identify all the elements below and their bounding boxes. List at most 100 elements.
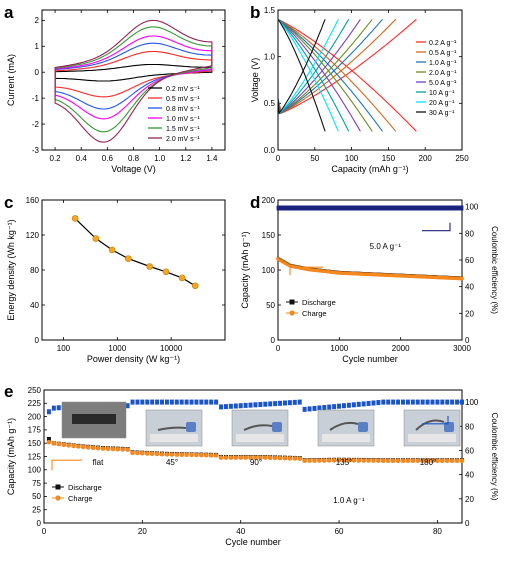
arrow-to-right-axis — [422, 415, 449, 425]
charge-point — [233, 455, 239, 460]
discharge-point — [46, 436, 51, 441]
y2-tick-label: 40 — [465, 283, 474, 292]
ce-point — [160, 399, 165, 405]
ce-point — [379, 205, 383, 211]
charge-point — [430, 458, 435, 464]
charge-point — [415, 458, 421, 464]
bend-photo-1 — [145, 409, 203, 447]
charge-point — [410, 458, 416, 464]
ce-point — [396, 205, 399, 211]
ce-point — [377, 205, 381, 211]
charge-point — [135, 450, 140, 456]
ce-point — [248, 402, 253, 408]
charge-point — [149, 451, 155, 456]
charge-curve-series-7 — [277, 19, 326, 115]
ce-point — [307, 406, 312, 412]
ce-point — [312, 405, 317, 411]
ce-point — [184, 399, 189, 405]
ce-point — [425, 205, 429, 211]
charge-point — [208, 453, 214, 458]
ce-point — [223, 404, 228, 410]
ce-point — [342, 205, 346, 211]
ce-point — [459, 205, 462, 211]
ce-point — [397, 205, 401, 211]
y2-tick-label: 80 — [465, 422, 474, 431]
ce-point — [174, 399, 179, 405]
legend-label: Discharge — [68, 483, 102, 492]
ce-point — [288, 205, 292, 211]
legend-label: 20 A g⁻¹ — [429, 100, 455, 107]
ragone-point — [92, 235, 100, 242]
cv-curve-series-5 — [54, 19, 213, 143]
ce-point — [371, 205, 375, 211]
x-tick-label: 1000 — [108, 344, 126, 353]
x-tick-label: 1.0 — [154, 154, 166, 163]
legend-label: 1.5 mV s⁻¹ — [166, 126, 200, 133]
x-tick-label: 40 — [236, 527, 245, 536]
discharge-curve-series-0 — [277, 18, 417, 132]
ce-point — [435, 399, 440, 405]
y-tick-label: -2 — [32, 120, 40, 129]
y-axis-label: Capacity (mAh g⁻¹) — [6, 418, 16, 495]
ce-point — [353, 205, 357, 211]
x-axis-label: Cycle number — [225, 537, 281, 547]
x-tick-label: 3000 — [453, 344, 471, 353]
ce-point — [385, 205, 389, 211]
ce-point — [403, 205, 407, 211]
ce-point — [179, 399, 184, 405]
y2-tick-label: 100 — [465, 398, 479, 407]
y-tick-label: 1.5 — [264, 6, 276, 15]
ce-point — [307, 205, 311, 211]
ce-point — [327, 205, 330, 211]
x-tick-label: 60 — [335, 527, 344, 536]
charge-point — [125, 447, 130, 452]
ce-point — [408, 205, 412, 211]
bend-photo-3 — [317, 409, 375, 447]
charge-point — [71, 443, 76, 449]
panel-letter-a: a — [4, 3, 14, 22]
ce-point — [416, 205, 419, 211]
y-tick-label: 150 — [262, 231, 276, 240]
ce-point — [366, 400, 371, 406]
ce-point — [411, 205, 415, 211]
ce-point — [451, 205, 455, 211]
ce-point — [430, 399, 435, 405]
charge-point — [228, 455, 234, 460]
ce-point — [204, 399, 209, 405]
x-tick-label: 100 — [57, 344, 71, 353]
x-tick-label: 250 — [455, 154, 469, 163]
charge-point — [81, 444, 86, 450]
ce-point — [318, 205, 321, 211]
y-tick-label: 120 — [26, 231, 40, 240]
current-density-annotation: 1.0 A g⁻¹ — [333, 496, 365, 505]
ce-point — [417, 205, 421, 211]
ce-point — [290, 205, 294, 211]
x-tick-label: 0.8 — [128, 154, 140, 163]
x-axis-label: Capacity (mAh g⁻¹) — [331, 164, 408, 174]
ce-point — [356, 401, 361, 407]
charge-point — [120, 447, 125, 452]
ce-point — [400, 399, 405, 405]
cv-curve-series-0 — [54, 63, 213, 82]
ce-point — [319, 205, 323, 211]
legend-marker — [289, 299, 295, 305]
ce-point — [393, 205, 396, 211]
charge-point — [376, 458, 381, 463]
ce-point — [125, 403, 130, 409]
photo-table — [408, 434, 456, 442]
ce-point — [413, 205, 416, 211]
panel-letter-b: b — [250, 3, 260, 22]
charge-point — [297, 456, 303, 461]
ragone-line — [74, 217, 196, 287]
ragone-point — [108, 246, 116, 254]
charge-point — [51, 440, 57, 446]
ce-point — [440, 205, 444, 211]
charge-point — [85, 445, 91, 450]
charge-point — [341, 457, 347, 463]
ce-point — [351, 205, 355, 211]
y-tick-label: -3 — [32, 146, 40, 155]
y-tick-label: 0 — [35, 68, 40, 77]
ce-point — [194, 399, 199, 405]
y2-tick-label: 60 — [465, 256, 474, 265]
arrow-to-right-axis — [422, 222, 451, 232]
